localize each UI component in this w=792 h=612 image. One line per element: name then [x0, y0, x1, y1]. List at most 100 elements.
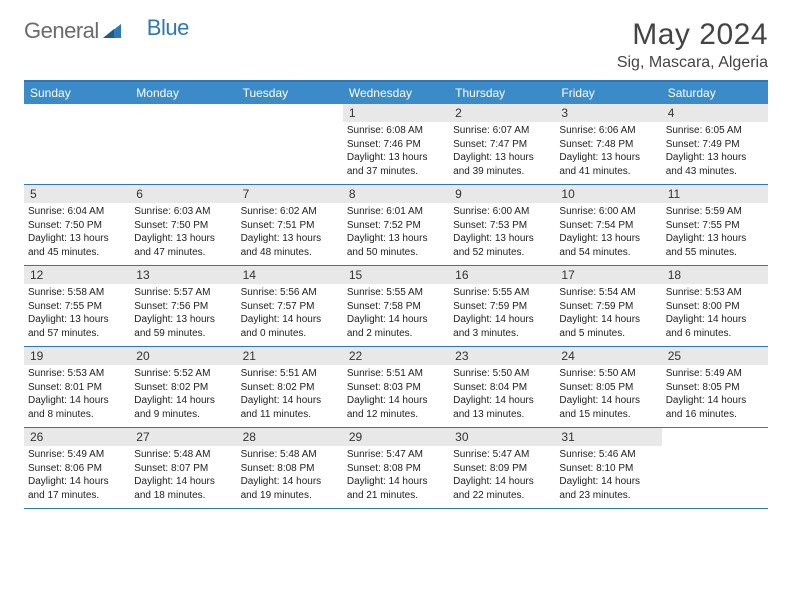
daylight-text-2: and 13 minutes. — [453, 408, 551, 422]
calendar-cell: 31 Sunrise: 5:46 AMSunset: 8:10 PMDayligh… — [555, 428, 661, 508]
month-title: May 2024 — [617, 18, 768, 52]
daylight-text-1: Daylight: 14 hours — [666, 313, 764, 327]
day-number: 25 — [662, 347, 768, 365]
daylight-text-1: Daylight: 14 hours — [453, 394, 551, 408]
header: General Blue May 2024 Sig, Mascara, Alge… — [24, 18, 768, 72]
daylight-text-2: and 22 minutes. — [453, 489, 551, 503]
sunrise-text: Sunrise: 6:07 AM — [453, 124, 551, 138]
sunset-text: Sunset: 8:05 PM — [559, 381, 657, 395]
day-number: 7 — [237, 185, 343, 203]
day-label: Thursday — [449, 82, 555, 104]
day-number: 6 — [130, 185, 236, 203]
day-label: Friday — [555, 82, 661, 104]
logo-general: General — [24, 18, 99, 44]
sunrise-text: Sunrise: 6:00 AM — [453, 205, 551, 219]
sunrise-text: Sunrise: 5:49 AM — [666, 367, 764, 381]
cell-details: Sunrise: 5:46 AMSunset: 8:10 PMDaylight:… — [559, 448, 657, 502]
sunrise-text: Sunrise: 5:49 AM — [28, 448, 126, 462]
calendar-cell: 21 Sunrise: 5:51 AMSunset: 8:02 PMDayligh… — [237, 347, 343, 427]
cell-details: Sunrise: 5:54 AMSunset: 7:59 PMDaylight:… — [559, 286, 657, 340]
daylight-text-1: Daylight: 13 hours — [347, 232, 445, 246]
sunset-text: Sunset: 8:01 PM — [28, 381, 126, 395]
sunrise-text: Sunrise: 5:59 AM — [666, 205, 764, 219]
sunrise-text: Sunrise: 5:53 AM — [28, 367, 126, 381]
daylight-text-1: Daylight: 14 hours — [347, 475, 445, 489]
logo-blue: Blue — [147, 15, 189, 41]
calendar-cell: 2 Sunrise: 6:07 AMSunset: 7:47 PMDaylight… — [449, 104, 555, 184]
sunset-text: Sunset: 7:50 PM — [134, 219, 232, 233]
cell-details: Sunrise: 6:07 AMSunset: 7:47 PMDaylight:… — [453, 124, 551, 178]
calendar-cell — [662, 428, 768, 508]
day-header-row: SundayMondayTuesdayWednesdayThursdayFrid… — [24, 82, 768, 104]
sunrise-text: Sunrise: 6:08 AM — [347, 124, 445, 138]
calendar-cell: 17Sunrise: 5:54 AMSunset: 7:59 PMDayligh… — [555, 266, 661, 346]
calendar-cell: 27 Sunrise: 5:48 AMSunset: 8:07 PMDayligh… — [130, 428, 236, 508]
day-number: 2 — [449, 104, 555, 122]
daylight-text-1: Daylight: 13 hours — [347, 151, 445, 165]
daylight-text-1: Daylight: 14 hours — [28, 475, 126, 489]
calendar-cell: 12Sunrise: 5:58 AMSunset: 7:55 PMDayligh… — [24, 266, 130, 346]
sunset-text: Sunset: 8:08 PM — [347, 462, 445, 476]
day-number: 31 — [555, 428, 661, 446]
sunset-text: Sunset: 8:03 PM — [347, 381, 445, 395]
calendar-cell: 30Sunrise: 5:47 AMSunset: 8:09 PMDayligh… — [449, 428, 555, 508]
sunset-text: Sunset: 8:09 PM — [453, 462, 551, 476]
daylight-text-1: Daylight: 14 hours — [347, 313, 445, 327]
daylight-text-2: and 37 minutes. — [347, 165, 445, 179]
daylight-text-2: and 43 minutes. — [666, 165, 764, 179]
day-number: 30 — [449, 428, 555, 446]
daylight-text-2: and 12 minutes. — [347, 408, 445, 422]
calendar: SundayMondayTuesdayWednesdayThursdayFrid… — [24, 80, 768, 509]
daylight-text-2: and 5 minutes. — [559, 327, 657, 341]
week-row: 1Sunrise: 6:08 AMSunset: 7:46 PMDaylight… — [24, 104, 768, 185]
sunrise-text: Sunrise: 5:48 AM — [134, 448, 232, 462]
calendar-cell: 14Sunrise: 5:56 AMSunset: 7:57 PMDayligh… — [237, 266, 343, 346]
day-label: Sunday — [24, 82, 130, 104]
daylight-text-1: Daylight: 13 hours — [666, 232, 764, 246]
sunset-text: Sunset: 7:55 PM — [666, 219, 764, 233]
cell-details: Sunrise: 5:51 AMSunset: 8:03 PMDaylight:… — [347, 367, 445, 421]
day-number: 21 — [237, 347, 343, 365]
daylight-text-1: Daylight: 14 hours — [241, 313, 339, 327]
cell-details: Sunrise: 6:00 AMSunset: 7:54 PMDaylight:… — [559, 205, 657, 259]
cell-details: Sunrise: 5:50 AMSunset: 8:04 PMDaylight:… — [453, 367, 551, 421]
day-number: 19 — [24, 347, 130, 365]
daylight-text-2: and 57 minutes. — [28, 327, 126, 341]
day-number: 28 — [237, 428, 343, 446]
sunset-text: Sunset: 7:59 PM — [559, 300, 657, 314]
day-number: 27 — [130, 428, 236, 446]
cell-details: Sunrise: 5:59 AMSunset: 7:55 PMDaylight:… — [666, 205, 764, 259]
daylight-text-1: Daylight: 14 hours — [559, 394, 657, 408]
daylight-text-1: Daylight: 14 hours — [134, 394, 232, 408]
week-row: 26Sunrise: 5:49 AMSunset: 8:06 PMDayligh… — [24, 428, 768, 509]
calendar-cell — [130, 104, 236, 184]
cell-details: Sunrise: 6:02 AMSunset: 7:51 PMDaylight:… — [241, 205, 339, 259]
daylight-text-2: and 9 minutes. — [134, 408, 232, 422]
daylight-text-1: Daylight: 14 hours — [241, 394, 339, 408]
sunset-text: Sunset: 8:10 PM — [559, 462, 657, 476]
day-number: 3 — [555, 104, 661, 122]
cell-details: Sunrise: 5:48 AMSunset: 8:07 PMDaylight:… — [134, 448, 232, 502]
daylight-text-1: Daylight: 13 hours — [453, 151, 551, 165]
sunrise-text: Sunrise: 5:58 AM — [28, 286, 126, 300]
cell-details: Sunrise: 6:08 AMSunset: 7:46 PMDaylight:… — [347, 124, 445, 178]
cell-details: Sunrise: 5:51 AMSunset: 8:02 PMDaylight:… — [241, 367, 339, 421]
daylight-text-2: and 11 minutes. — [241, 408, 339, 422]
sunset-text: Sunset: 8:00 PM — [666, 300, 764, 314]
day-number: 15 — [343, 266, 449, 284]
sunset-text: Sunset: 7:58 PM — [347, 300, 445, 314]
daylight-text-2: and 8 minutes. — [28, 408, 126, 422]
calendar-cell: 9Sunrise: 6:00 AMSunset: 7:53 PMDaylight… — [449, 185, 555, 265]
calendar-cell: 16Sunrise: 5:55 AMSunset: 7:59 PMDayligh… — [449, 266, 555, 346]
calendar-cell: 24Sunrise: 5:50 AMSunset: 8:05 PMDayligh… — [555, 347, 661, 427]
calendar-cell: 18Sunrise: 5:53 AMSunset: 8:00 PMDayligh… — [662, 266, 768, 346]
sunrise-text: Sunrise: 5:50 AM — [453, 367, 551, 381]
week-row: 12Sunrise: 5:58 AMSunset: 7:55 PMDayligh… — [24, 266, 768, 347]
daylight-text-2: and 54 minutes. — [559, 246, 657, 260]
calendar-cell: 26Sunrise: 5:49 AMSunset: 8:06 PMDayligh… — [24, 428, 130, 508]
logo: General Blue — [24, 18, 189, 44]
calendar-cell: 29Sunrise: 5:47 AMSunset: 8:08 PMDayligh… — [343, 428, 449, 508]
day-label: Tuesday — [237, 82, 343, 104]
daylight-text-1: Daylight: 13 hours — [28, 232, 126, 246]
daylight-text-1: Daylight: 13 hours — [559, 232, 657, 246]
